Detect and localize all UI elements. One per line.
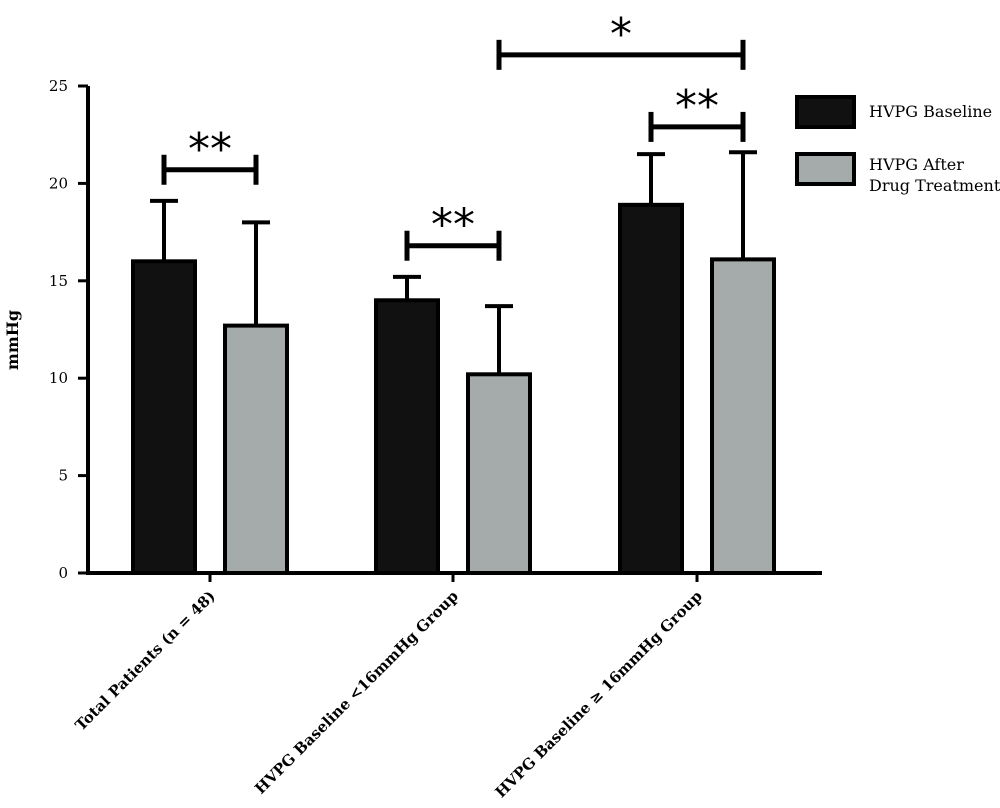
legend: HVPG Baseline HVPG After Drug Treatment [795,95,1000,195]
y-tick-label: 15 [49,272,68,290]
x-tick-label: HVPG Baseline <16mmHg Group [251,587,462,798]
bar [710,257,776,575]
legend-label: Drug Treatment [869,176,1000,195]
significance-label: ** [431,200,475,251]
legend-swatch [795,152,856,186]
y-tick-label: 20 [49,174,68,192]
bar [374,298,440,575]
y-tick-label: 25 [49,77,68,95]
x-tick-label: Total Patients (n = 48) [72,587,219,734]
significance-label: * [610,9,632,60]
y-axis-label: mmHg [3,310,22,370]
x-tick-label: HVPG Baseline ≥ 16mmHg Group [492,587,706,801]
legend-label: HVPG Baseline [869,102,992,121]
significance-label: ** [188,124,232,175]
legend-label: HVPG After [869,155,964,174]
y-tick-label: 0 [58,564,68,582]
bars [131,202,776,575]
y-tick-label: 10 [49,369,68,387]
bar [618,202,684,575]
bar [223,323,289,575]
legend-swatch [795,95,856,129]
error-bars [150,150,757,375]
significance-label: ** [675,81,719,132]
bar [131,259,197,575]
y-tick-label: 5 [58,467,68,485]
bar [466,372,532,575]
significance-markers: ******* [161,9,746,261]
